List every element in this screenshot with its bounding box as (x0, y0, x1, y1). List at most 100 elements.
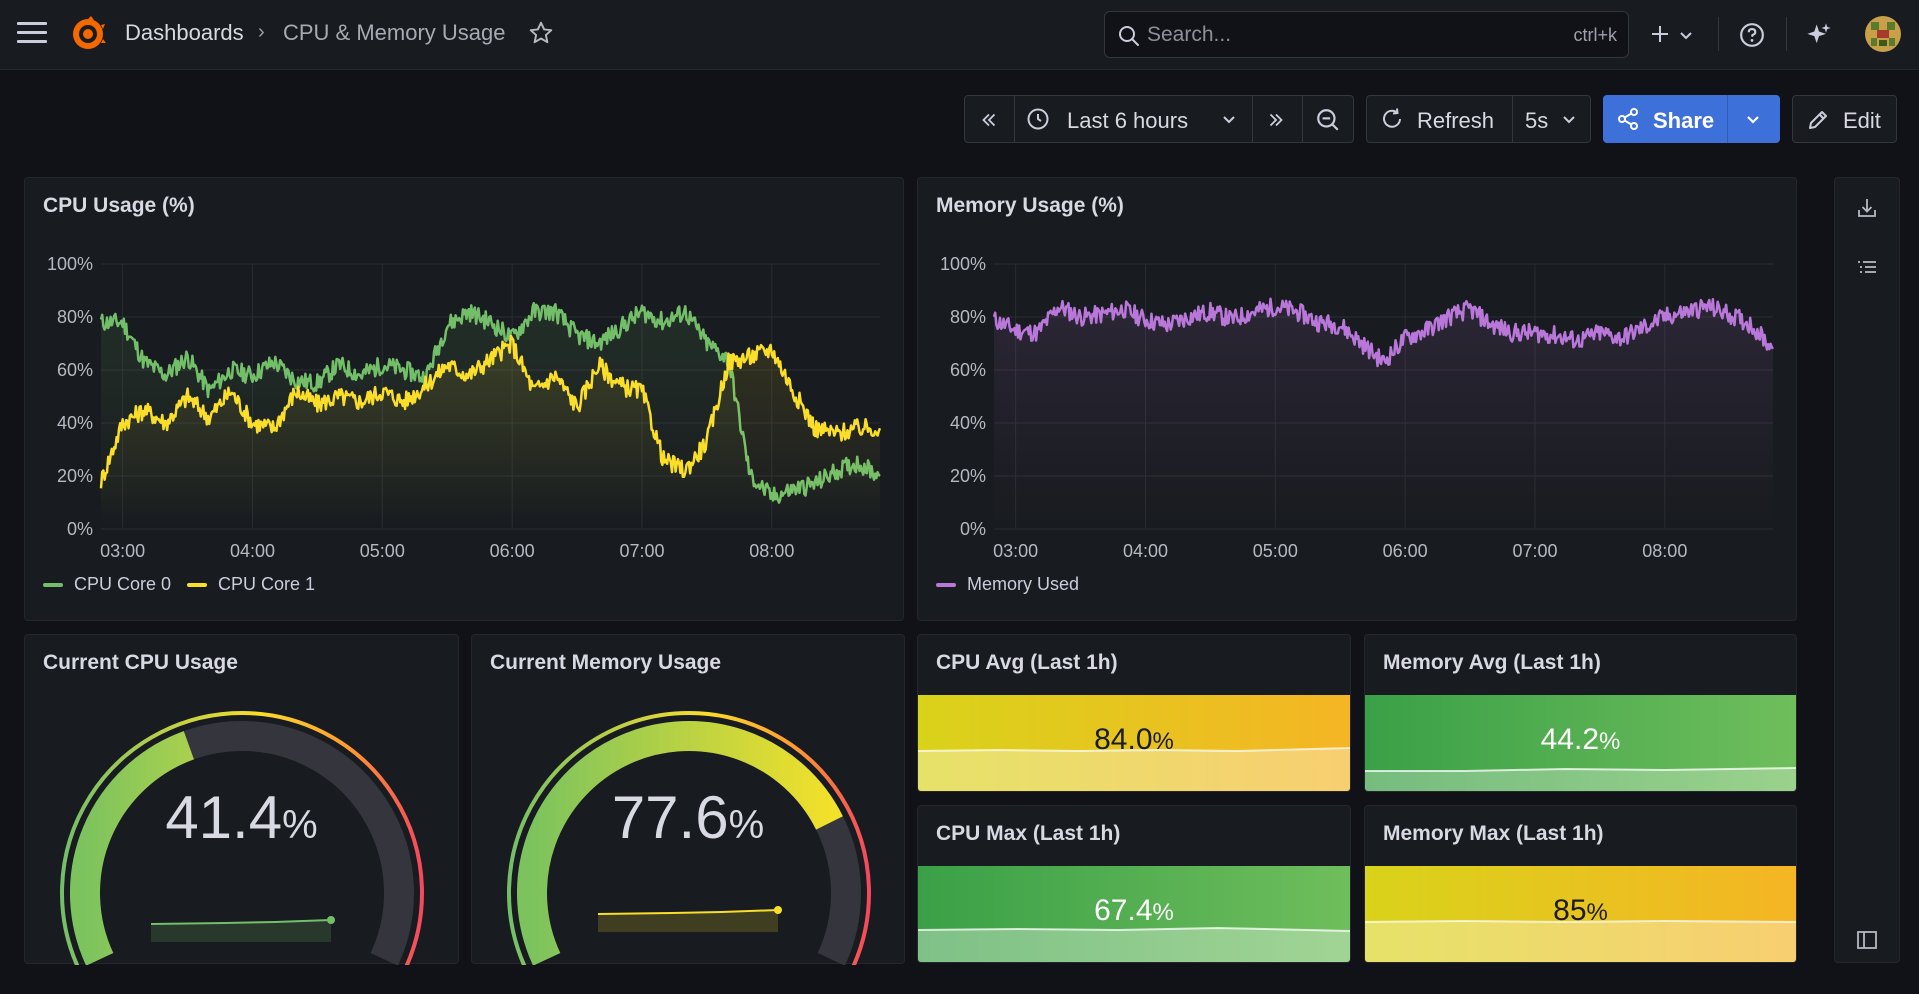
refresh-button[interactable]: Refresh (1367, 96, 1512, 142)
stat-number: 84.0 (1094, 723, 1153, 756)
stat-value: 84.0% (918, 723, 1350, 757)
y-tick-label: 20% (57, 466, 93, 486)
divider (1302, 96, 1303, 142)
share-label: Share (1653, 108, 1715, 133)
grafana-logo[interactable] (70, 16, 106, 52)
gauge-value-arc (517, 721, 843, 965)
chart-legend: CPU Core 0 CPU Core 1 (43, 574, 315, 595)
edit-label: Edit (1843, 108, 1881, 133)
divider (1727, 95, 1728, 143)
sidebar-toggle-icon[interactable] (1855, 928, 1879, 952)
cpu-usage-panel[interactable]: CPU Usage (%) 0% 20% 40% 60% 80% 100% 03:00 04:… (24, 177, 904, 621)
list-icon[interactable] (1855, 256, 1879, 280)
stat-number: 67.4 (1094, 894, 1153, 927)
right-sidebar (1834, 177, 1900, 963)
x-tick-label: 07:00 (1512, 541, 1557, 561)
stat-background (1365, 866, 1796, 962)
sparkline-point (774, 906, 782, 914)
cpu-avg-panel[interactable]: CPU Avg (Last 1h) 84.0% (917, 634, 1351, 792)
stat-value: 44.2% (1365, 723, 1796, 757)
memory-max-panel[interactable]: Memory Max (Last 1h) 85% (1364, 805, 1797, 963)
divider (1014, 96, 1015, 142)
search-icon (1119, 26, 1139, 46)
stat-sparkline (918, 747, 1350, 791)
panel-title: Memory Max (Last 1h) (1383, 822, 1604, 845)
current-cpu-panel[interactable]: Current CPU Usage 41.4% (24, 634, 459, 965)
panel-title: Memory Avg (Last 1h) (1383, 651, 1601, 674)
cpu-usage-chart[interactable]: 0% 20% 40% 60% 80% 100% 03:00 04:00 05:00 06:00 07… (25, 178, 905, 622)
memory-usage-panel[interactable]: Memory Usage (%) 0% 20% 40% 60% 80% 100% 03:00… (917, 177, 1797, 621)
clock-icon (1027, 108, 1049, 130)
plus-icon[interactable] (1648, 22, 1672, 46)
refresh-label: Refresh (1417, 108, 1495, 133)
legend-item-memory-used[interactable]: Memory Used (936, 574, 1079, 595)
sparkline-area (598, 910, 778, 932)
breadcrumb-dashboards[interactable]: Dashboards (125, 20, 244, 45)
search-input[interactable]: Search... ctrl+k (1104, 11, 1629, 58)
stat-background (918, 695, 1350, 791)
avatar[interactable] (1865, 16, 1901, 52)
menu-icon[interactable] (17, 22, 47, 46)
page-title: CPU & Memory Usage (283, 20, 506, 45)
chevron-down-icon (1223, 116, 1235, 124)
series-line-cpu-core-1[interactable] (99, 334, 882, 489)
cpu-max-panel[interactable]: CPU Max (Last 1h) 67.4% (917, 805, 1351, 963)
memory-gauge (507, 711, 871, 965)
series-area (101, 336, 880, 529)
edit-button[interactable]: Edit (1792, 95, 1897, 143)
series-line-memory-used[interactable] (992, 297, 1775, 368)
chart-legend: Memory Used (936, 574, 1079, 595)
x-tick-label: 06:00 (1383, 541, 1428, 561)
chevron-down-icon[interactable] (1678, 27, 1694, 43)
chevron-double-right-icon[interactable] (1265, 109, 1287, 131)
sparkline-point (327, 916, 335, 924)
chevron-double-left-icon[interactable] (978, 109, 1000, 131)
legend-item-cpu-core-1[interactable]: CPU Core 1 (187, 574, 315, 595)
y-tick-label: 100% (940, 254, 986, 274)
share-button[interactable]: Share (1603, 95, 1727, 143)
gauge-value: 77.6% (472, 783, 904, 852)
zoom-out-icon[interactable] (1315, 107, 1341, 133)
divider (1786, 17, 1787, 51)
x-tick-label: 06:00 (490, 541, 535, 561)
gauge-value-arc (70, 731, 195, 965)
y-tick-label: 100% (47, 254, 93, 274)
star-icon[interactable] (528, 20, 554, 46)
x-tick-label: 05:00 (360, 541, 405, 561)
panel-title: Current Memory Usage (490, 651, 722, 674)
gauge-value: 41.4% (25, 783, 458, 852)
chevron-down-icon[interactable] (1745, 111, 1761, 127)
panel-title: Current CPU Usage (43, 651, 238, 674)
time-range-picker[interactable]: Last 6 hours (1015, 96, 1252, 142)
memory-usage-chart[interactable]: 0% 20% 40% 60% 80% 100% 03:00 04:00 05:00 06:00 07… (918, 178, 1798, 622)
sparkline (597, 909, 779, 915)
top-navbar: Dashboards › CPU & Memory Usage Search..… (0, 0, 1919, 70)
memory-avg-panel[interactable]: Memory Avg (Last 1h) 44.2% (1364, 634, 1797, 792)
legend-swatch (936, 582, 956, 587)
time-range-label: Last 6 hours (1067, 108, 1189, 133)
legend-swatch (187, 582, 208, 587)
sparkle-icon[interactable] (1805, 21, 1833, 49)
sparkline-area (151, 920, 331, 942)
y-tick-label: 60% (950, 360, 986, 380)
stat-unit: % (1599, 728, 1621, 755)
divider (1718, 17, 1719, 51)
panel-title: CPU Avg (Last 1h) (936, 651, 1118, 674)
y-tick-label: 40% (950, 413, 986, 433)
stat-value: 85% (1365, 894, 1796, 928)
help-icon[interactable] (1739, 22, 1765, 48)
stat-value: 67.4% (918, 894, 1350, 928)
download-icon[interactable] (1855, 196, 1879, 220)
refresh-interval-picker[interactable]: 5s (1513, 96, 1591, 142)
y-tick-label: 80% (57, 307, 93, 327)
stat-sparkline (1365, 767, 1796, 791)
panel-title: CPU Usage (%) (43, 194, 195, 217)
divider (1252, 96, 1253, 142)
time-picker-group: Last 6 hours (964, 95, 1354, 143)
y-tick-label: 40% (57, 413, 93, 433)
threshold-arc (60, 711, 424, 965)
legend-item-cpu-core-0[interactable]: CPU Core 0 (43, 574, 171, 595)
share-button-group: Share (1603, 95, 1780, 143)
x-tick-label: 03:00 (100, 541, 145, 561)
current-memory-panel[interactable]: Current Memory Usage 77.6% (471, 634, 905, 965)
